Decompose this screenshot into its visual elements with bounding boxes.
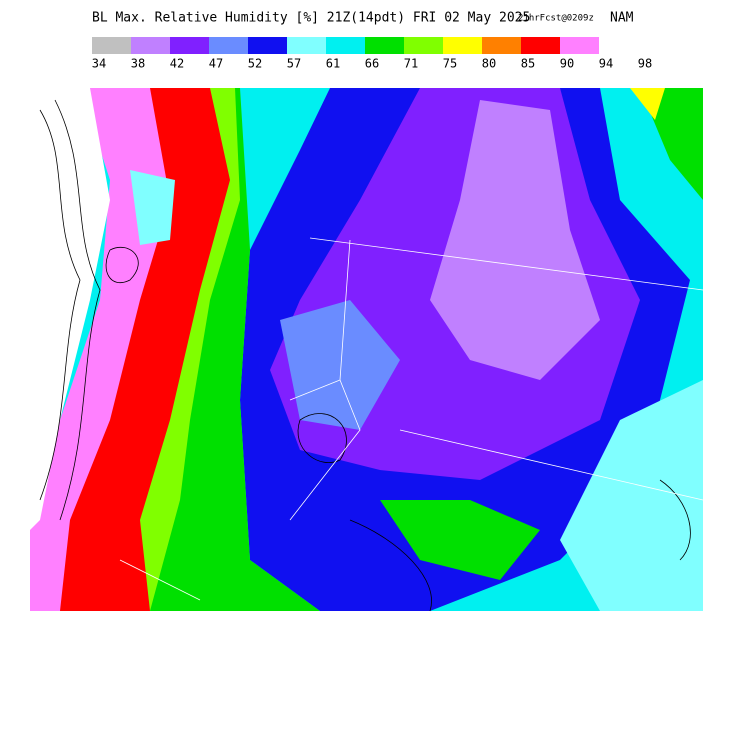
legend-swatch [482, 37, 521, 54]
legend-label: 42 [170, 57, 184, 71]
region [560, 380, 703, 611]
legend-label: 98 [638, 57, 652, 71]
legend-label: 66 [365, 57, 379, 71]
color-legend: 34 38 42 47 52 57 61 66 71 75 80 85 90 94 98 [92, 37, 652, 71]
contour [54, 99, 101, 521]
legend-swatch [92, 37, 131, 54]
region [30, 88, 110, 530]
contour [105, 247, 139, 283]
legend-label: 75 [443, 57, 457, 71]
legend-label: 38 [131, 57, 145, 71]
border [289, 379, 361, 521]
legend-swatch [209, 37, 248, 54]
legend-swatch [287, 37, 326, 54]
contour [39, 109, 81, 501]
region [380, 500, 540, 580]
contour [659, 479, 691, 561]
legend-label: 71 [404, 57, 418, 71]
forecast-time: 21hrFcst@0209z [518, 14, 594, 24]
region [630, 88, 665, 120]
border [309, 237, 704, 291]
legend-swatch [248, 37, 287, 54]
legend-label: 47 [209, 57, 223, 71]
legend-label: 52 [248, 57, 262, 71]
region [430, 100, 600, 380]
legend-label: 34 [92, 57, 106, 71]
region [280, 300, 400, 430]
region [130, 170, 175, 245]
legend-label: 85 [521, 57, 535, 71]
legend-label: 90 [560, 57, 574, 71]
state-borders [119, 237, 704, 601]
contour [349, 519, 432, 612]
legend-swatch [170, 37, 209, 54]
legend-swatch [326, 37, 365, 54]
legend-label: 61 [326, 57, 340, 71]
title: BL Max. Relative Humidity [%] 21Z(14pdt)… [92, 11, 530, 26]
legend-swatch [443, 37, 482, 54]
legend-swatch [560, 37, 599, 54]
legend-label: 94 [599, 57, 613, 71]
contour [297, 413, 347, 463]
legend-label: 57 [287, 57, 301, 71]
legend-swatch [365, 37, 404, 54]
model-name: NAM [610, 11, 634, 26]
legend-swatch [131, 37, 170, 54]
contours [39, 99, 691, 612]
border [119, 559, 201, 601]
region [30, 88, 170, 611]
legend-swatch [521, 37, 560, 54]
border [399, 429, 704, 501]
legend-label: 80 [482, 57, 496, 71]
map [30, 88, 704, 612]
legend-swatch [404, 37, 443, 54]
